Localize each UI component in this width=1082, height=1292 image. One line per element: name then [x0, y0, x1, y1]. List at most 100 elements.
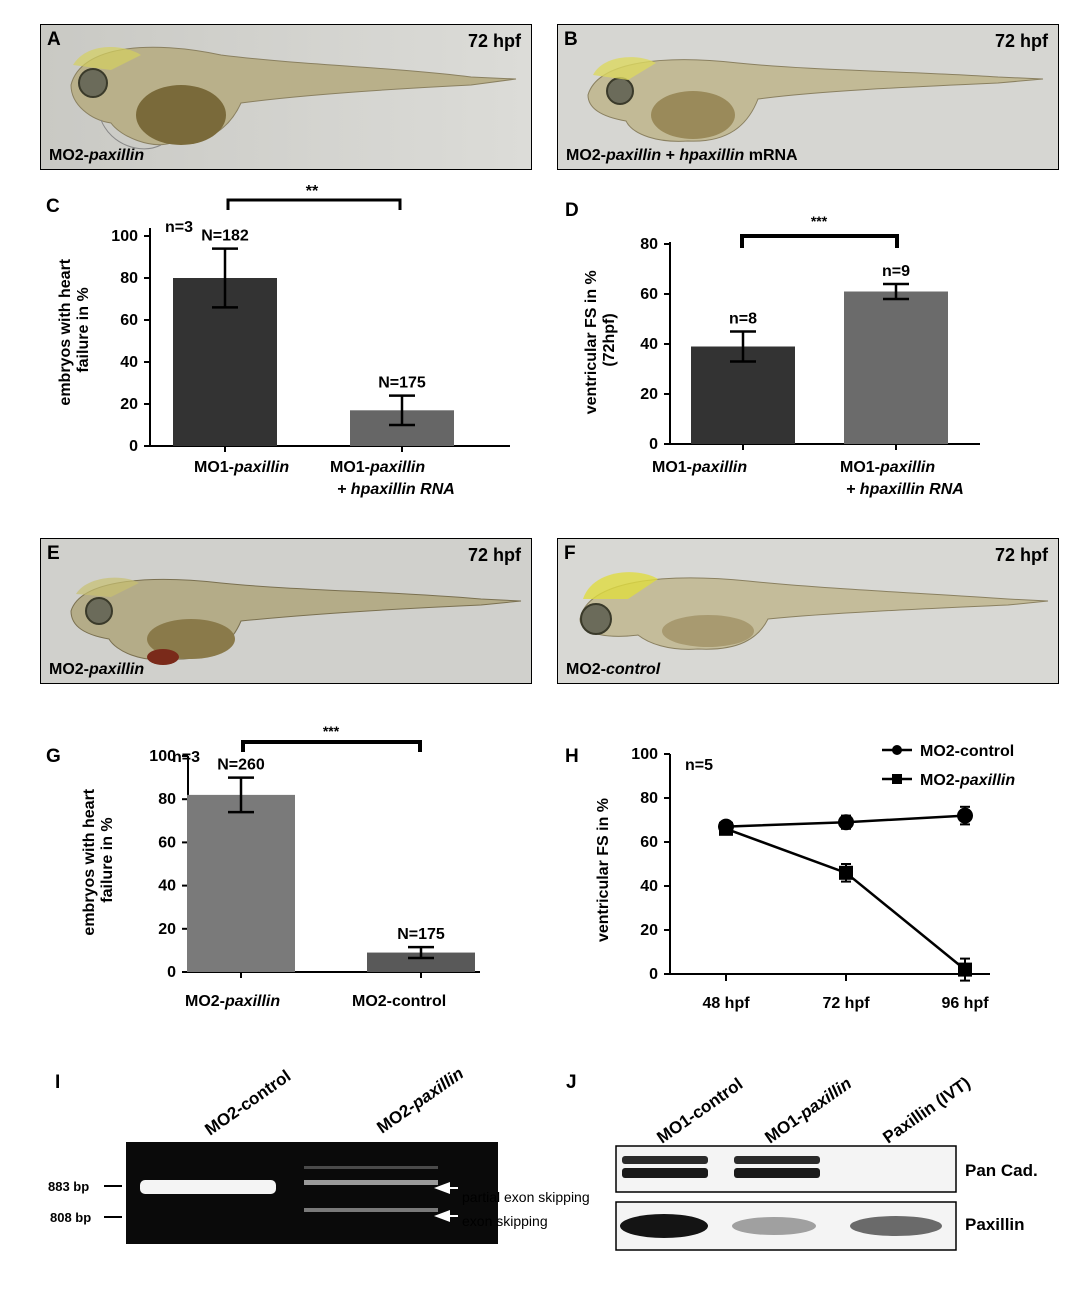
hpf-label: 72 hpf	[467, 31, 521, 51]
bar-count-label: n=8	[729, 311, 757, 328]
panel-letter-b: B	[564, 29, 578, 50]
y-axis-label: embryos with heart failure in %	[57, 254, 92, 405]
photo-panel-a: A 72 hpf MO2-paxillin	[40, 24, 532, 170]
zebrafish-embryo-image	[558, 25, 1058, 169]
category-label: MO2-paxillin	[185, 993, 280, 1010]
row-label: Pan Cad.	[965, 1161, 1038, 1180]
legend-square-marker	[892, 774, 902, 784]
data-point	[719, 821, 733, 836]
bar-count-label: N=260	[217, 757, 265, 774]
panel-letter-i: I	[55, 1072, 61, 1093]
n-label: n=3	[172, 749, 200, 766]
photo-panel-b: B 72 hpf MO2-paxillin + hpaxillin mRNA	[557, 24, 1059, 170]
significance-bracket	[740, 234, 899, 248]
panel-letter-h: H	[565, 746, 579, 767]
panel-letter-j: J	[566, 1072, 577, 1093]
y-axis-label: ventricular FS in % (72hpf)	[583, 266, 618, 415]
y-tick-label: 20	[640, 922, 658, 939]
hpf-label: 72 hpf	[994, 545, 1048, 565]
legend-circle-marker	[892, 745, 902, 755]
legend: MO2-control MO2-paxillin	[882, 743, 1015, 789]
y-tick-label: 100	[111, 228, 138, 245]
blot-band	[622, 1156, 708, 1164]
zebrafish-embryo-image	[558, 539, 1058, 683]
lane-label: MO1-control	[653, 1074, 746, 1147]
n-label: n=5	[685, 757, 713, 774]
data-point	[838, 814, 854, 831]
x-tick-label: 72 hpf	[822, 995, 870, 1012]
y-tick-label: 40	[158, 878, 176, 895]
hpf-label: 72 hpf	[994, 31, 1048, 51]
western-blot-panel-j: MO1-control MO1-paxillin Paxillin (IVT) …	[615, 1073, 1038, 1251]
bar-count-label: N=182	[201, 228, 249, 245]
y-tick-label: 60	[640, 834, 658, 851]
y-tick-label: 0	[167, 964, 176, 981]
y-tick-label: 0	[649, 966, 658, 983]
band-annotation: partial exon skipping	[462, 1189, 590, 1205]
data-point	[958, 962, 972, 977]
series-line	[725, 827, 966, 971]
y-axis-label: ventricular FS in %	[595, 798, 612, 942]
significance-bracket	[226, 198, 402, 210]
y-tick-label: 80	[640, 236, 658, 253]
lane-label: MO1-paxillin	[761, 1074, 855, 1148]
y-tick-label: 40	[640, 336, 658, 353]
y-tick-label: 80	[120, 270, 138, 287]
gel-band	[140, 1180, 276, 1194]
y-tick-label: 40	[120, 354, 138, 371]
size-marker: 883 bp	[48, 1179, 89, 1194]
gel-band	[304, 1166, 438, 1169]
n-label: n=3	[165, 219, 193, 236]
category-label: + hpaxillin RNA	[846, 481, 964, 498]
legend-entry: MO2-paxillin	[920, 772, 1015, 789]
y-tick-label: 60	[158, 834, 176, 851]
category-label: MO2-control	[352, 993, 446, 1010]
bar-count-label: N=175	[378, 375, 426, 392]
band-annotation: exon skipping	[462, 1213, 548, 1229]
chart-c: embryos with heart failure in % 100 80 60 4…	[57, 183, 510, 498]
panel-letter-a: A	[47, 29, 61, 50]
lane-label: Paxillin (IVT)	[879, 1073, 973, 1147]
y-tick-label: 0	[129, 438, 138, 455]
y-tick-label: 60	[640, 286, 658, 303]
gel-band	[304, 1180, 438, 1185]
gel-panel-i: MO2-control MO2-paxillin 883 bp 808 bp p…	[48, 1064, 590, 1244]
photo-panel-f: F 72 hpf MO2-control	[557, 538, 1059, 684]
arrow-icon	[434, 1210, 450, 1222]
category-label: MO1-paxillin	[194, 459, 289, 476]
x-tick-label: 96 hpf	[941, 995, 989, 1012]
y-axis-label: embryos with heart failure in %	[81, 784, 116, 935]
y-tick-label: 100	[631, 746, 658, 763]
arrow-icon	[434, 1182, 450, 1194]
zebrafish-embryo-image	[41, 25, 531, 169]
panel-caption: MO2-paxillin + hpaxillin mRNA	[566, 147, 798, 164]
chart-g: embryos with heart failure in % 100 80 60 4…	[81, 723, 480, 1010]
size-marker: 808 bp	[50, 1210, 91, 1225]
blot-band	[734, 1156, 820, 1164]
lane-label: MO2-paxillin	[373, 1064, 467, 1138]
blot-band	[734, 1168, 820, 1178]
data-point	[839, 865, 853, 880]
y-tick-label: 80	[640, 790, 658, 807]
y-tick-label: 0	[649, 436, 658, 453]
chart-h: ventricular FS in % 100 80 60 40 20 0 48 hpf 7…	[595, 743, 1015, 1012]
x-tick-label: 48 hpf	[702, 995, 750, 1012]
y-tick-label: 60	[120, 312, 138, 329]
panel-letter-g: G	[46, 746, 61, 767]
bar	[844, 291, 948, 444]
y-tick-label: 80	[158, 791, 176, 808]
lane-label: MO2-control	[201, 1066, 294, 1139]
gel-band	[304, 1208, 438, 1212]
legend-entry: MO2-control	[920, 743, 1014, 760]
photo-panel-e: E 72 hpf MO2-paxillin	[40, 538, 532, 684]
bar	[187, 794, 295, 972]
bar-count-label: N=175	[397, 926, 445, 943]
blot-band	[850, 1216, 942, 1236]
chart-d: ventricular FS in % (72hpf) 80 60 40 20 0 **…	[583, 213, 980, 498]
category-label: MO1-paxillin	[840, 459, 935, 476]
panel-letter-c: C	[46, 196, 60, 217]
panel-caption: MO2-paxillin	[49, 147, 145, 164]
data-point	[957, 807, 973, 824]
blot-band	[622, 1168, 708, 1178]
y-tick-label: 20	[158, 921, 176, 938]
